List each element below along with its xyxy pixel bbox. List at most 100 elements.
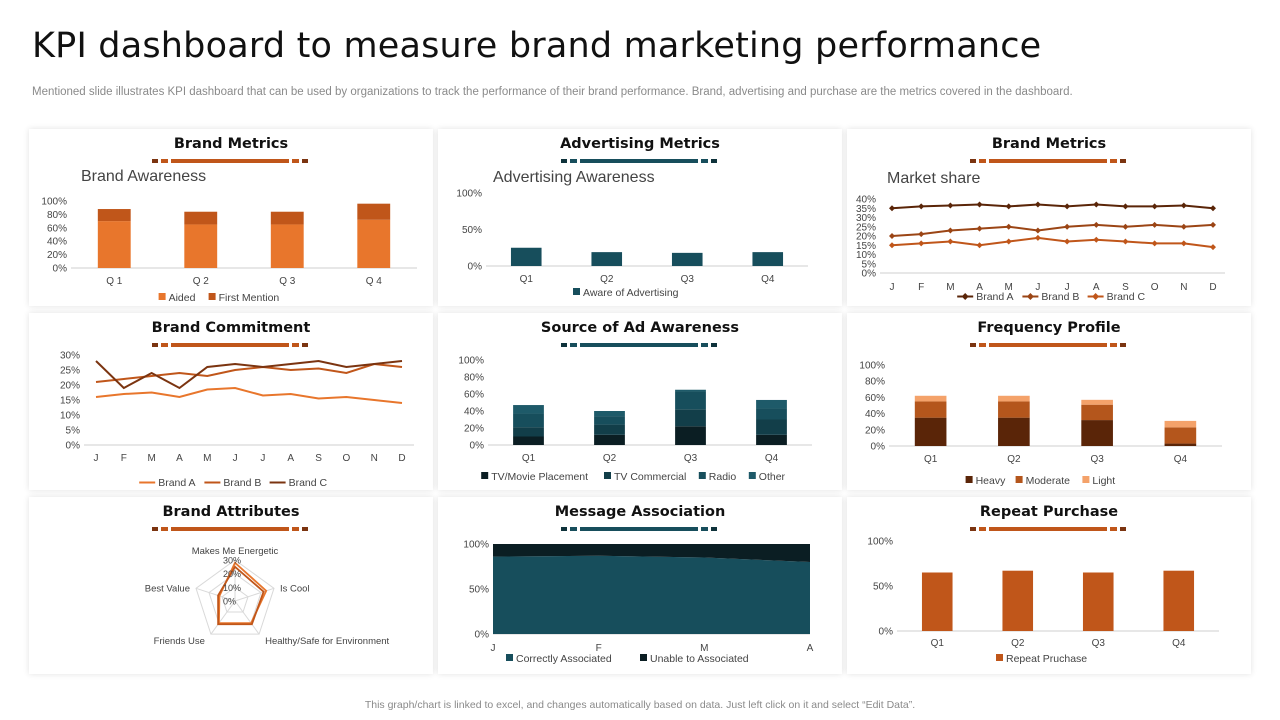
x-tick-label: Q2 [603,453,617,464]
x-tick-label: Q2 [600,274,614,285]
legend-swatch [158,293,166,300]
legend-swatch [481,472,489,479]
title-decoration-segment [1110,159,1117,163]
title-decoration-segment [970,159,976,163]
chart-p1: Brand Awareness 0% 20% 40% 60% 80% 100% Q 1 Q 2 Q… [41,168,417,304]
y-tick-label: 100% [463,540,489,551]
data-point [889,233,895,239]
data-point [947,227,954,234]
panel-source-of-ad-awareness[interactable]: Source of Ad Awareness 0% 20% 40% 60% 80% 100… [438,313,842,490]
panel-message-association[interactable]: Message Association 0% 50% 100% J F M A Correct… [438,497,842,674]
x-tick-label: J [1035,282,1040,293]
x-tick-label: Q3 [1092,638,1106,649]
chart-p5: 0% 20% 40% 60% 80% 100% Q1 Q2 Q3 Q4 TV/Movie Place… [458,356,812,483]
data-point [1034,234,1041,241]
x-tick-label: D [1209,282,1216,293]
y-tick-label: 20% [856,232,876,243]
panel-market-share[interactable]: Brand Metrics Market share 0% 5% 10% 15% 20% 2… [847,129,1251,306]
y-tick-label: 0% [862,269,877,280]
legend-label: Repeat Pruchase [1006,653,1087,665]
bar [675,409,706,427]
bar [1002,570,1034,631]
data-point [947,202,954,209]
y-tick-label: 15% [856,241,876,252]
legend-swatch [698,472,706,479]
bar [594,416,625,425]
legend-label: Other [759,471,786,483]
legend-swatch [640,654,647,661]
bar [594,434,625,445]
data-point [1151,240,1158,247]
data-point [1064,238,1071,245]
chart-p9: 0% 50% 100% Q1 Q2 Q3 Q4 Repeat Pruchase [867,537,1219,665]
x-tick-label: Q4 [1174,454,1188,465]
area-series [493,555,810,634]
x-tick-label: M [700,643,708,654]
y-tick-label: 20% [865,425,885,436]
panel-brand-commitment[interactable]: Brand Commitment 0% 5% 10% 15% 20% 25% 30% J F M A… [29,313,433,490]
title-decoration [970,159,1126,163]
bar [756,399,787,409]
legend-marker [1026,293,1034,300]
title-decoration-segment [302,343,308,347]
bar [756,434,787,445]
title-decoration-segment [701,343,708,347]
bar [97,221,131,268]
title-decoration-segment [292,527,299,531]
legend-swatch [1015,476,1023,483]
data-point [976,225,983,232]
radar-spoke [234,587,275,602]
title-decoration [561,527,717,531]
x-tick-label: Q 1 [106,276,123,287]
y-tick-label: 100% [458,356,484,367]
data-point [1122,238,1129,245]
y-tick-label: 0% [53,264,68,275]
panel-brand-awareness[interactable]: Brand Metrics Brand Awareness 0% 20% 40% 60%… [29,129,433,306]
data-point [1122,203,1129,210]
data-point [1180,202,1187,209]
legend-swatch [604,472,611,479]
radar-tick-label: 0% [223,597,236,607]
x-tick-label: N [371,453,378,464]
data-point [1210,244,1216,251]
panel-title: Source of Ad Awareness [540,320,740,336]
title-decoration-segment [701,159,708,163]
x-tick-label: F [596,643,602,654]
y-tick-label: 50% [462,225,482,236]
x-tick-label: A [976,282,983,293]
title-decoration-segment [989,527,1107,531]
y-tick-label: 25% [60,366,80,377]
x-tick-label: Q3 [684,453,698,464]
legend-label: Unable to Associated [650,653,749,665]
title-decoration-segment [561,343,567,347]
chart-p4: 0% 5% 10% 15% 20% 25% 30% J F M A M J J A S O N D Brand A Br… [60,351,414,489]
legend-label: TV Commercial [614,471,686,483]
legend-swatch [506,654,513,661]
chart-title: Brand Awareness [81,168,206,185]
bar [998,417,1030,446]
radar-grid-ring [221,586,249,613]
data-point [1005,203,1012,210]
title-decoration-segment [989,343,1107,347]
title-decoration-segment [570,343,577,347]
panel-frequency-profile[interactable]: Frequency Profile 0% 20% 40% 60% 80% 100% Q1 Q2… [847,313,1251,490]
legend-label: Heavy [976,475,1007,487]
panel-title: Brand Metrics [173,136,289,152]
y-tick-label: 0% [871,442,886,453]
title-decoration-segment [171,159,289,163]
legend-swatch [573,288,580,295]
panel-repeat-purchase[interactable]: Repeat Purchase 0% 50% 100% Q1 Q2 Q3 Q4 Repeat … [847,497,1251,674]
radar-series [217,565,265,626]
bar [675,426,706,445]
legend-swatch [208,293,216,300]
y-tick-label: 80% [865,377,885,388]
x-tick-label: J [1065,282,1070,293]
legend-marker [961,293,969,300]
title-decoration-segment [1120,527,1126,531]
data-point [1151,221,1158,228]
x-tick-label: Q1 [522,453,536,464]
panel-advertising-awareness[interactable]: Advertising Metrics Advertising Awarenes… [438,129,842,306]
series-line [891,203,1214,210]
panel-brand-attributes[interactable]: Brand Attributes 0% 10% 20% 30% Makes Me Ene… [29,497,433,674]
bar [184,211,218,225]
